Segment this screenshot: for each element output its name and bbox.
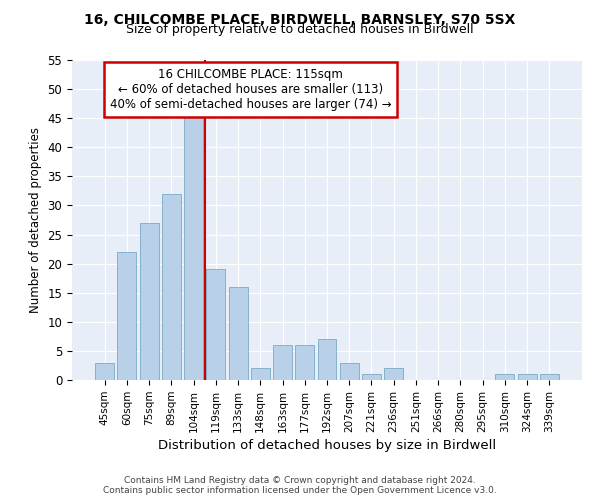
Bar <box>540 374 559 380</box>
Bar <box>251 368 270 380</box>
Bar <box>384 368 403 380</box>
Y-axis label: Number of detached properties: Number of detached properties <box>29 127 42 313</box>
Text: Size of property relative to detached houses in Birdwell: Size of property relative to detached ho… <box>126 22 474 36</box>
Bar <box>340 362 359 380</box>
X-axis label: Distribution of detached houses by size in Birdwell: Distribution of detached houses by size … <box>158 439 496 452</box>
Bar <box>95 362 114 380</box>
Bar <box>118 252 136 380</box>
Bar <box>273 345 292 380</box>
Bar <box>206 270 225 380</box>
Text: Contains HM Land Registry data © Crown copyright and database right 2024.
Contai: Contains HM Land Registry data © Crown c… <box>103 476 497 495</box>
Bar <box>317 340 337 380</box>
Text: 16 CHILCOMBE PLACE: 115sqm
← 60% of detached houses are smaller (113)
40% of sem: 16 CHILCOMBE PLACE: 115sqm ← 60% of deta… <box>110 68 391 111</box>
Bar <box>229 287 248 380</box>
Text: 16, CHILCOMBE PLACE, BIRDWELL, BARNSLEY, S70 5SX: 16, CHILCOMBE PLACE, BIRDWELL, BARNSLEY,… <box>85 12 515 26</box>
Bar <box>518 374 536 380</box>
Bar <box>140 223 158 380</box>
Bar <box>362 374 381 380</box>
Bar <box>295 345 314 380</box>
Bar <box>184 112 203 380</box>
Bar <box>496 374 514 380</box>
Bar <box>162 194 181 380</box>
